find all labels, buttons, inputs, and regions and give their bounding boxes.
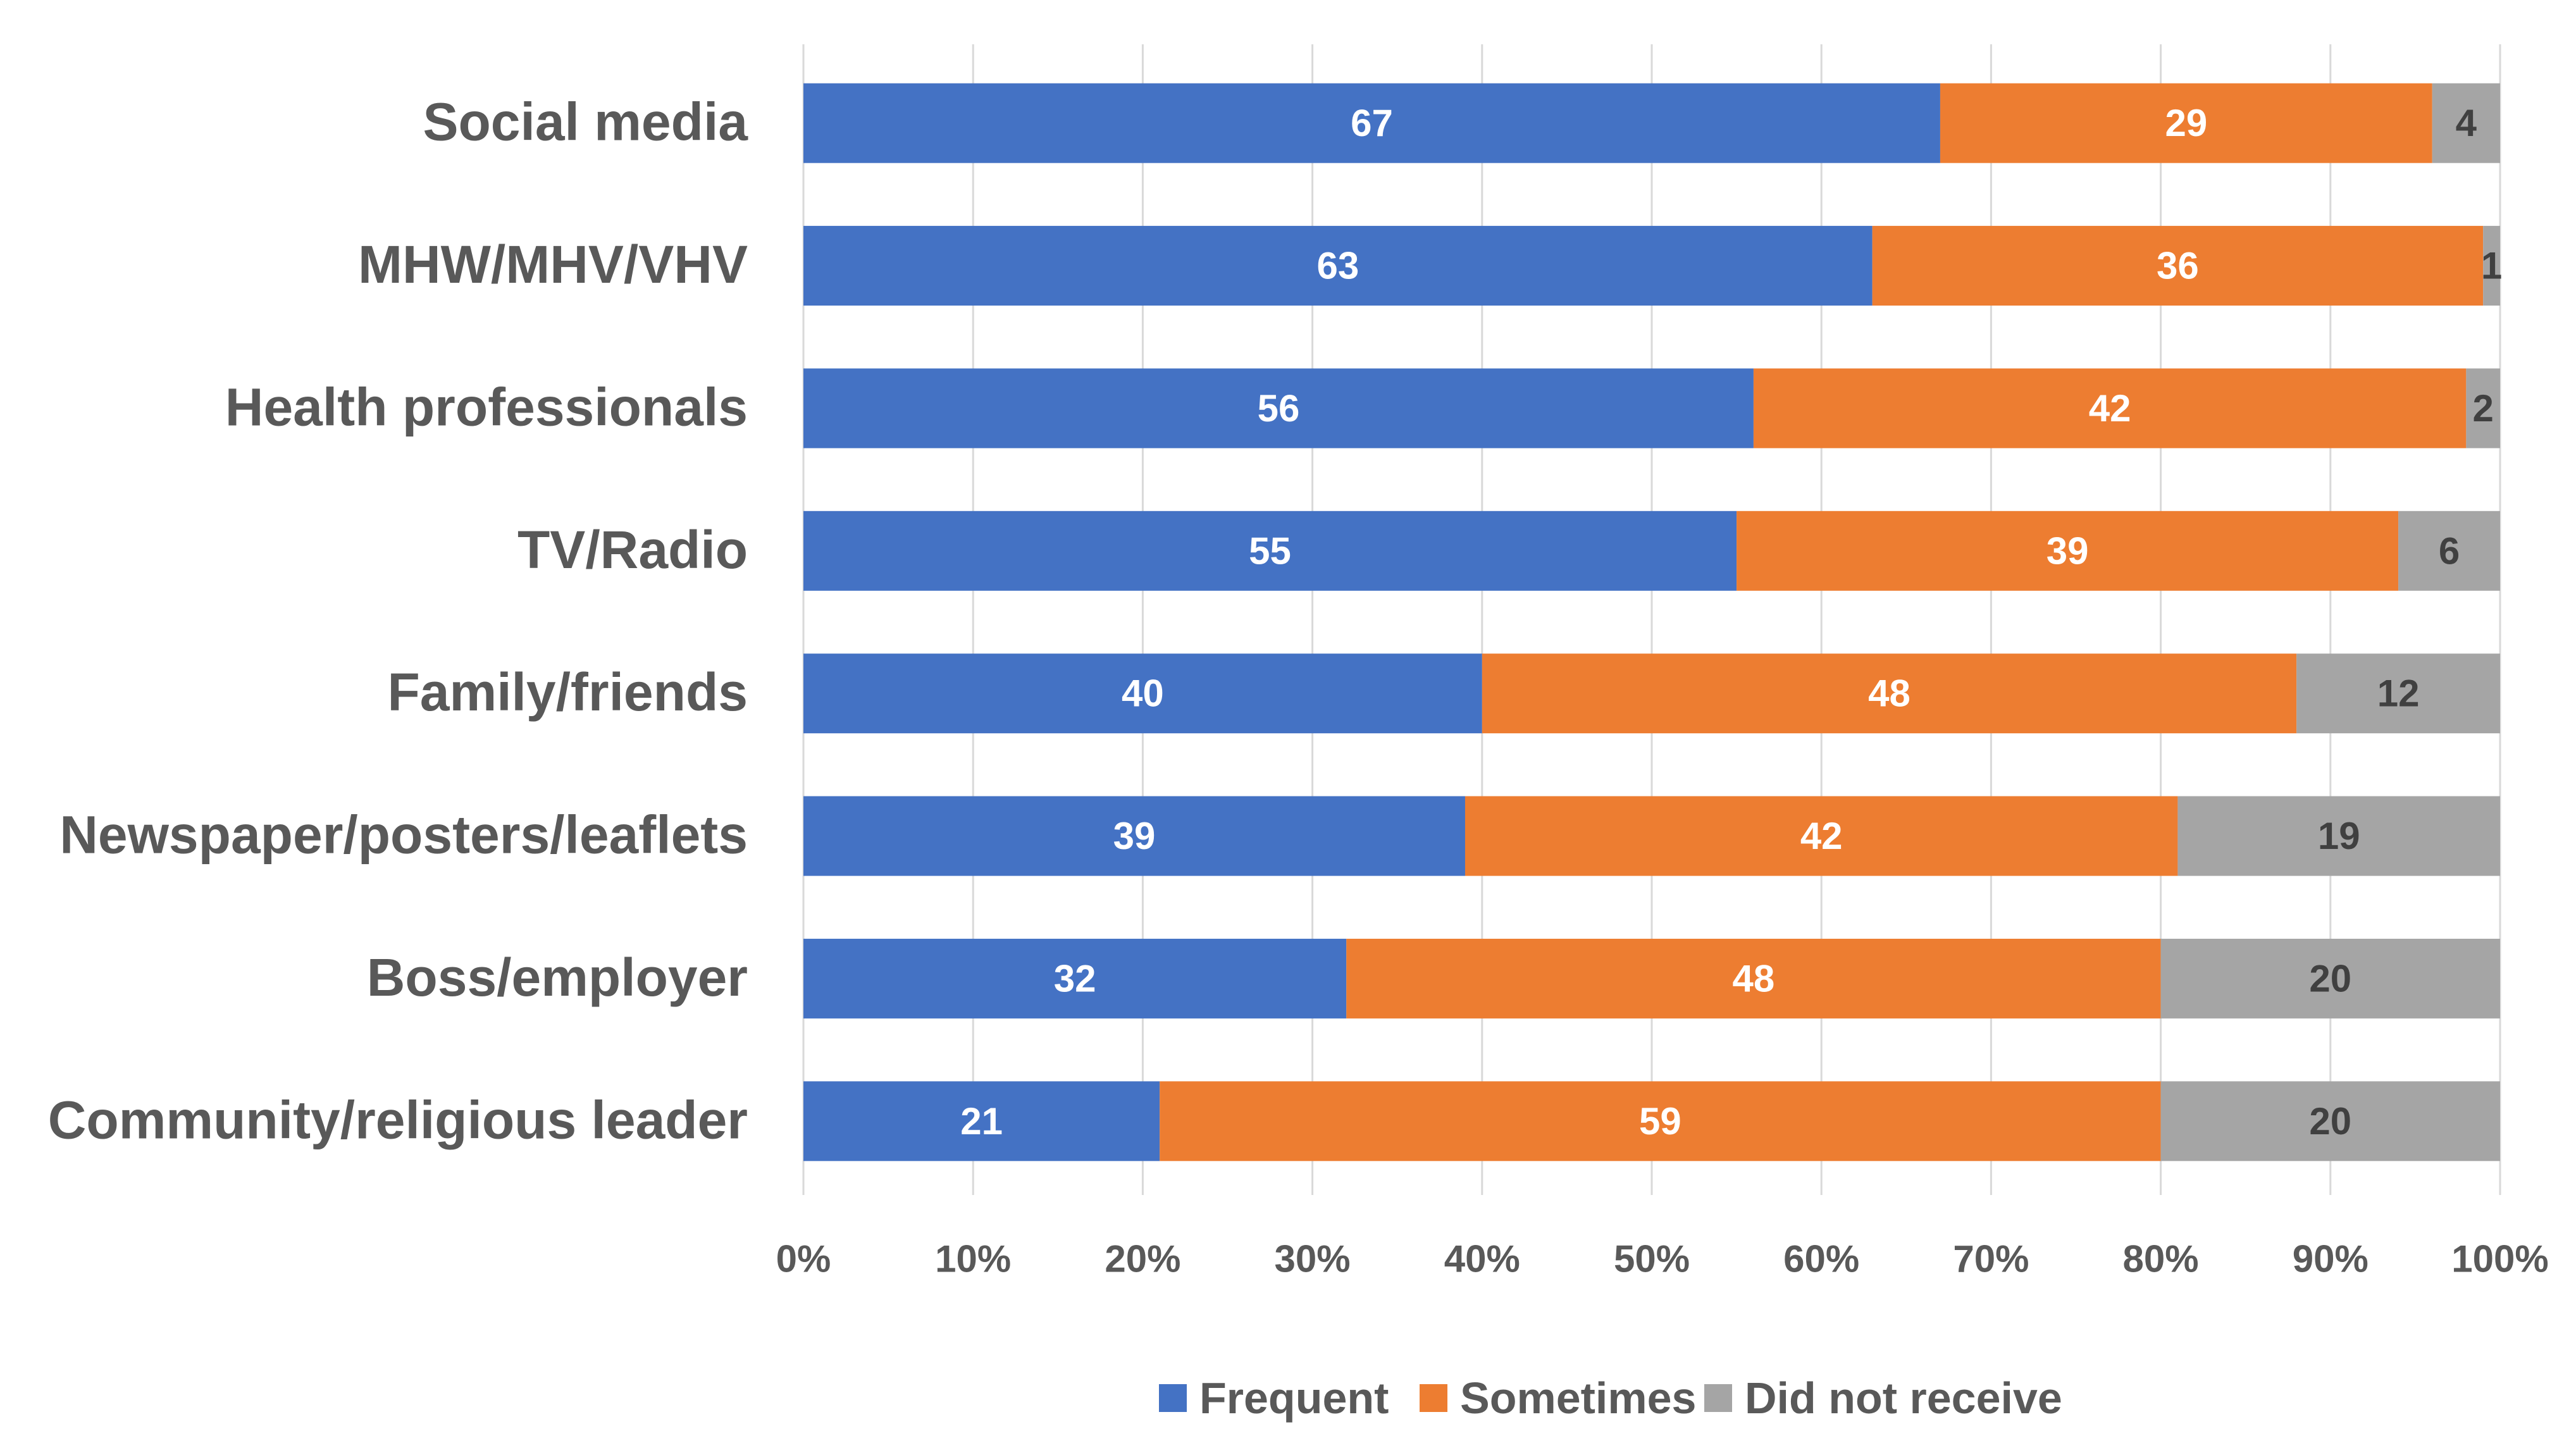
x-tick-label: 30% (1275, 1238, 1351, 1280)
data-label: 59 (1639, 1100, 1681, 1142)
bar-segment (2483, 226, 2500, 306)
bar-segment (803, 1081, 1160, 1161)
category-labels: Social media MHW/MHV/VHV Health profession… (48, 92, 749, 1150)
bar-segment (1464, 796, 2178, 876)
bar-segment (803, 511, 1737, 591)
data-label: 40 (1122, 672, 1164, 715)
data-label: 55 (1249, 529, 1291, 572)
data-label: 20 (2309, 957, 2351, 1000)
bar-segment (1346, 938, 2161, 1018)
bar-segment (2160, 1081, 2500, 1161)
data-label: 20 (2309, 1100, 2351, 1142)
bar-segment (803, 226, 1873, 306)
data-label: 6 (2439, 529, 2460, 572)
bar-segment (2432, 83, 2500, 163)
data-label: 21 (960, 1100, 1003, 1142)
data-label: 39 (1113, 815, 1156, 857)
data-label: 29 (2165, 102, 2207, 144)
bar-segment (2398, 511, 2500, 591)
category-label: Social media (423, 92, 748, 152)
x-tick-label: 70% (1953, 1238, 2029, 1280)
x-tick-label: 60% (1783, 1238, 1859, 1280)
data-label: 2 (2472, 387, 2493, 430)
legend-label: Frequent (1199, 1373, 1389, 1423)
legend-swatch (1420, 1384, 1447, 1412)
bar-segment (1753, 368, 2467, 449)
bars (803, 83, 2500, 1161)
bar-segment (1160, 1081, 2161, 1161)
data-label: 63 (1316, 245, 1359, 287)
data-label: 39 (2047, 529, 2089, 572)
data-label: 48 (1733, 957, 1775, 1000)
data-label: 48 (1868, 672, 1910, 715)
x-tick-label: 0% (776, 1238, 831, 1280)
data-label: 4 (2456, 102, 2477, 144)
data-label: 12 (2377, 672, 2420, 715)
x-tick-label: 90% (2293, 1238, 2369, 1280)
bar-segment (1940, 83, 2432, 163)
bar-segment (803, 368, 1754, 449)
data-label: 67 (1351, 102, 1393, 144)
x-axis-ticks: 0% 10% 20% 30% 40% 50% 60% 70% 80% 90% 100% (776, 1238, 2549, 1280)
category-label: Health professionals (225, 377, 748, 436)
x-tick-label: 20% (1105, 1238, 1180, 1280)
category-label: Community/religious leader (48, 1090, 748, 1149)
data-label: 36 (2157, 245, 2199, 287)
category-label: MHW/MHV/VHV (358, 235, 748, 294)
legend-swatch (1704, 1384, 1732, 1412)
bar-segment (2466, 368, 2500, 449)
x-tick-label: 50% (1614, 1238, 1690, 1280)
bar-segment (803, 938, 1347, 1018)
category-label: Family/friends (387, 662, 748, 722)
data-label: 1 (2481, 245, 2502, 287)
legend-label: Did not receive (1745, 1373, 2062, 1423)
bar-segment (803, 83, 1940, 163)
bar-segment (1737, 511, 2399, 591)
data-label: 19 (2318, 815, 2360, 857)
category-label: Boss/employer (367, 948, 748, 1007)
category-label: Newspaper/posters/leaflets (59, 805, 748, 865)
category-label: TV/Radio (517, 520, 748, 579)
gridlines (802, 44, 2501, 1195)
bar-segment (2296, 653, 2500, 734)
legend-swatch (1159, 1384, 1187, 1412)
bar-segment (803, 653, 1482, 734)
x-tick-label: 40% (1444, 1238, 1520, 1280)
data-label: 56 (1258, 387, 1300, 430)
data-label: 42 (2089, 387, 2131, 430)
bar-segment (803, 796, 1465, 876)
bar-segment (2177, 796, 2500, 876)
legend-label: Sometimes (1460, 1373, 1696, 1423)
bar-segment (1482, 653, 2297, 734)
data-label: 42 (1800, 815, 1843, 857)
data-labels: 67 29 4 63 36 1 56 42 2 55 39 6 40 48 12 39 42 19 32 48 20 21… (960, 102, 2502, 1142)
bar-segment (1872, 226, 2484, 306)
bar-segment (2160, 938, 2500, 1018)
x-tick-label: 80% (2123, 1238, 2199, 1280)
x-tick-label: 100% (2451, 1238, 2548, 1280)
legend: Frequent Sometimes Did not receive (1159, 1373, 2062, 1423)
data-label: 32 (1054, 957, 1096, 1000)
x-tick-label: 10% (935, 1238, 1011, 1280)
